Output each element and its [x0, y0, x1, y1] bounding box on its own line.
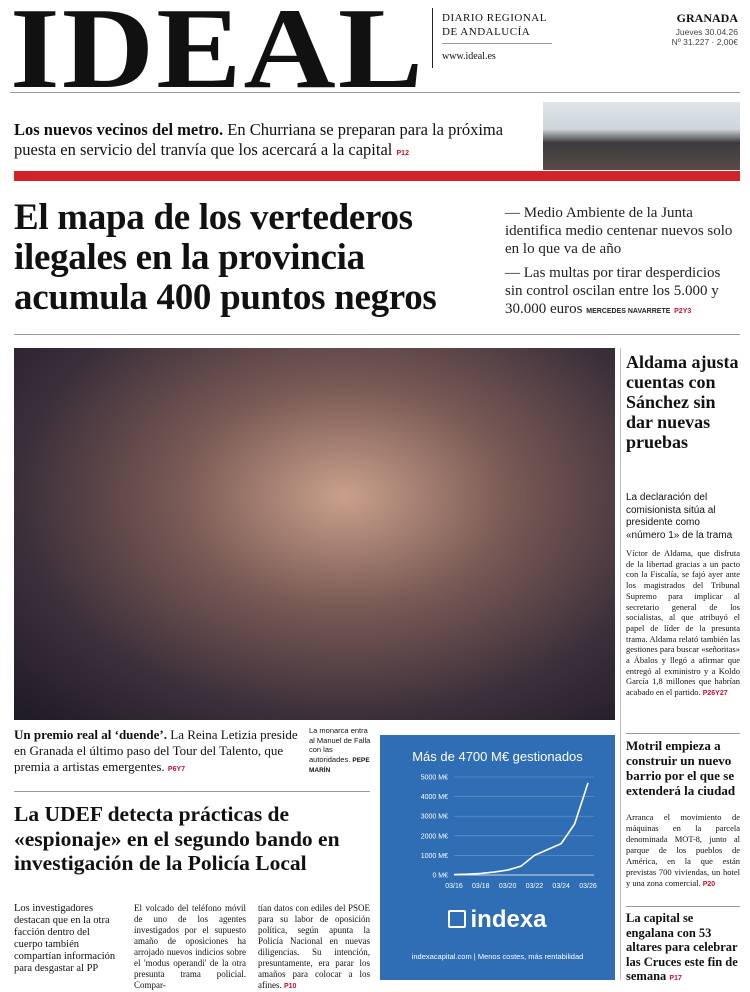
y-tick-label: 4000 M€ [421, 794, 448, 801]
ad-logo-icon [448, 910, 467, 928]
tagline-line: DIARIO REGIONAL [442, 12, 547, 24]
body-text: Víctor de Aldama, que disfruta de la lib… [626, 548, 740, 698]
edition-box: GRANADA Jueves 30.04.26 Nº 31.227 · 2,00… [672, 11, 738, 47]
page-ref: P12 [396, 150, 409, 157]
x-tick-label: 03/16 [445, 883, 463, 890]
rule [14, 334, 740, 335]
website: www.ideal.es [442, 51, 496, 62]
line-series [453, 782, 589, 876]
bullet: — Las multas por tirar desperdicios sin … [505, 265, 721, 317]
rule [10, 92, 740, 93]
ad-footer: indexacapital.com | Menos costes, más re… [411, 952, 584, 961]
photo-credit: PEPE MARÍN [309, 756, 370, 775]
y-tick-label: 2000 M€ [421, 833, 448, 840]
ad-chart: 0 M€ 1000 M€ 2000 M€ 3000 M€ 4000 M€ 5000 M€ 0… [421, 775, 597, 891]
udef-body: El volcado del teléfono móvil de uno de … [134, 903, 246, 990]
main-headline: El mapa de los vertederos ilegales en la… [14, 197, 437, 318]
main-bullets: — Medio Ambiente de la Junta identifica … [505, 204, 740, 321]
red-bar [14, 171, 740, 181]
page-ref: P6Y7 [167, 766, 186, 773]
motril-headline: Motril empieza a construir un nuevo barr… [626, 738, 736, 798]
logo: IDEAL [10, 0, 426, 113]
byline: MERCEDES NAVARRETE [586, 308, 671, 315]
main-photo [14, 348, 615, 720]
teaser-photo [543, 102, 740, 170]
aldama-subhead: La declaración del comisionista sitúa al… [626, 492, 733, 541]
edition: GRANADA [676, 11, 738, 25]
date: Jueves 30.04.26 [675, 27, 738, 37]
caption-lead: Un premio real al ‘duende’. [14, 727, 167, 742]
column-rule [620, 348, 621, 980]
tagline-line: DE ANDALUCÍA [442, 26, 531, 38]
x-tick-label: 03/18 [472, 883, 490, 890]
caption-text: La Reina Letizia preside en Granada el ú… [14, 727, 298, 774]
teaser-lead: Los nuevos vecinos del metro. [14, 120, 224, 139]
udef-headline: La UDEF detecta prácticas de «espionaje»… [14, 802, 340, 875]
tagline: DIARIO REGIONAL DE ANDALUCÍA [442, 11, 547, 39]
bullet-text: Las multas por tirar desperdicios sin co… [505, 265, 721, 317]
rule [626, 733, 740, 734]
y-tick-label: 1000 M€ [421, 853, 448, 860]
ad[interactable] [380, 735, 615, 980]
rule [626, 906, 740, 907]
page-ref: P20 [702, 881, 716, 888]
teaser: Los nuevos vecinos del metro. En Churria… [14, 120, 534, 164]
y-tick-label: 3000 M€ [421, 814, 448, 821]
x-tick-label: 03/20 [499, 883, 517, 890]
divider [432, 8, 433, 68]
ad-brand: indexa [380, 906, 615, 934]
divider [442, 43, 552, 44]
body-text: Arranca el movimiento de máquinas en la … [626, 812, 740, 888]
teaser-text: En Churriana se preparan para la próxima… [14, 120, 504, 159]
aldama-headline: Aldama ajusta cuentas con Sánchez sin da… [626, 352, 739, 452]
headline-text: La capital se engalana con 53 altares pa… [626, 911, 738, 983]
bullet-text: Medio Ambiente de la Junta identifica me… [505, 205, 733, 257]
x-tick-label: 03/26 [579, 883, 597, 890]
y-tick-label: 5000 M€ [421, 775, 448, 782]
cruces-headline: La capital se engalana con 53 altares pa… [626, 911, 740, 987]
issue-number: Nº 31.227 · 2,00€ [671, 37, 738, 47]
page-ref: P10 [284, 983, 297, 990]
ad-brand-text: indexa [470, 906, 547, 933]
y-tick-label: 0 M€ [432, 873, 448, 880]
page-ref: P17 [669, 975, 682, 982]
side-caption-text: La monarca entra al Manuel de Falla con … [309, 726, 371, 764]
x-tick-label: 03/22 [526, 883, 544, 890]
page-ref: P2Y3 [674, 308, 692, 315]
x-tick-label: 03/24 [552, 883, 570, 890]
udef-body: tían datos con ediles del PSOE para su l… [258, 903, 370, 992]
side-caption: La monarca entra al Manuel de Falla con … [309, 726, 375, 776]
aldama-body: Víctor de Aldama, que disfruta de la lib… [626, 548, 740, 700]
rule [14, 791, 370, 792]
photo-caption: Un premio real al ‘duende’. La Reina Let… [14, 727, 304, 778]
udef-summary: Los investigadores destacan que en la ot… [14, 903, 116, 974]
page-ref: P26Y27 [702, 690, 728, 698]
body-text: tían datos con ediles del PSOE para su l… [258, 903, 370, 990]
motril-body: Arranca el movimiento de máquinas en la … [626, 812, 740, 890]
ad-title: Más de 4700 M€ gestionados [412, 749, 583, 764]
bullet: — Medio Ambiente de la Junta identifica … [505, 205, 733, 257]
